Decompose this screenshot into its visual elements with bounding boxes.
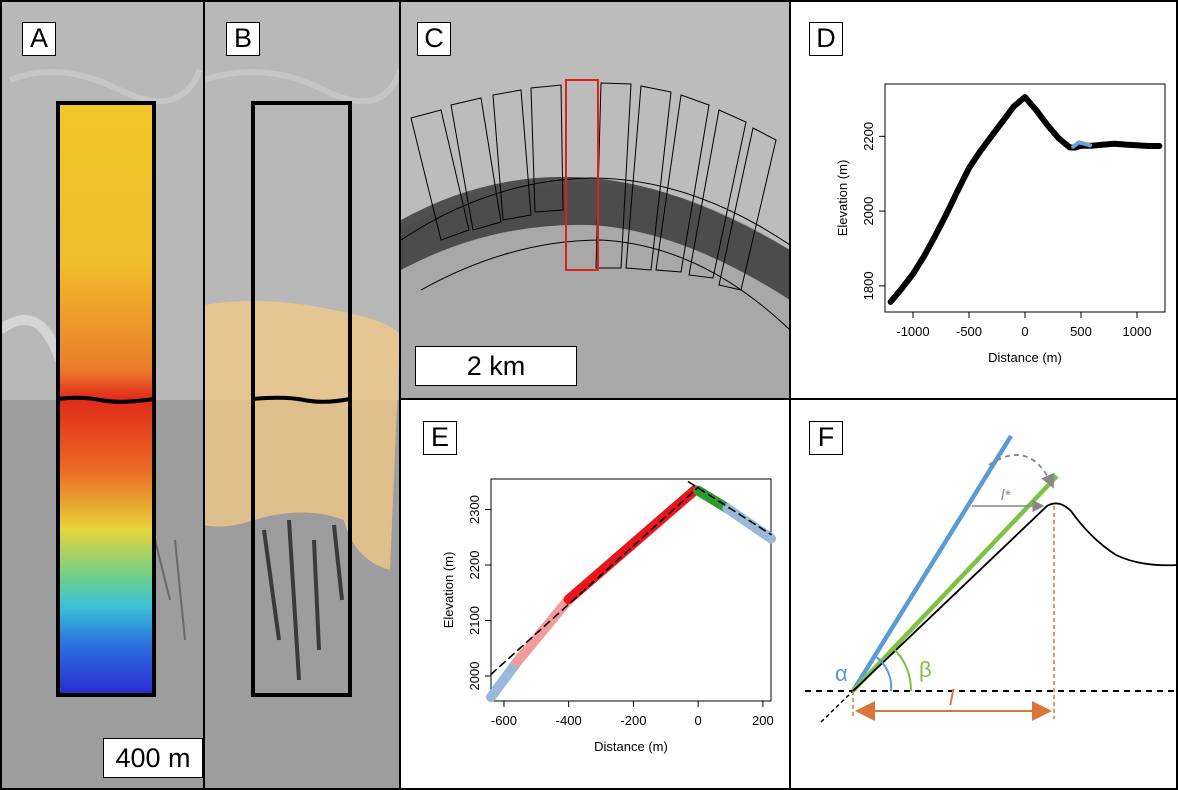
x-axis-label: Distance (m) bbox=[988, 350, 1062, 365]
y-tick-label: 2100 bbox=[467, 606, 482, 635]
l-symbol: l bbox=[949, 685, 955, 710]
x-tick-label: 0 bbox=[1021, 324, 1028, 339]
beta-line bbox=[851, 474, 1059, 693]
y-tick-label: 2300 bbox=[467, 495, 482, 524]
series-line-3 bbox=[693, 485, 733, 514]
x-tick-label: 200 bbox=[752, 713, 774, 728]
y-axis-label: Elevation (m) bbox=[835, 160, 850, 237]
y-tick-label: 2200 bbox=[467, 551, 482, 580]
l-star-symbol: l* bbox=[1001, 487, 1011, 504]
panel-a: A 400 m bbox=[0, 0, 203, 790]
x-tick-label: 500 bbox=[1070, 324, 1092, 339]
extension-dashed-line bbox=[820, 690, 854, 723]
x-tick-label: -500 bbox=[956, 324, 982, 339]
panel-c-scale-bar: 2 km bbox=[415, 346, 577, 386]
series-line-0 bbox=[887, 94, 1163, 305]
plot-area bbox=[884, 83, 1166, 313]
series-line-6 bbox=[687, 481, 772, 536]
alpha-line bbox=[851, 434, 1013, 693]
panel-a-scale-bar: 400 m bbox=[103, 738, 203, 778]
panel-b-label: B bbox=[226, 22, 260, 56]
panel-d: -1000 -500 0 500 1000 1800 2000 2200 Distance (m… bbox=[791, 0, 1178, 398]
y-tick-label: 2000 bbox=[861, 197, 876, 226]
x-tick-label: 1000 bbox=[1123, 324, 1152, 339]
y-tick-label: 2200 bbox=[861, 122, 876, 151]
chart-d: -1000 -500 0 500 1000 1800 2000 2200 Distance (m… bbox=[835, 83, 1166, 365]
x-tick-label: -400 bbox=[556, 713, 582, 728]
panel-c-image bbox=[401, 0, 790, 398]
series-line-1 bbox=[1071, 140, 1092, 149]
x-tick-label: -1000 bbox=[896, 324, 929, 339]
profile-curve bbox=[852, 502, 1178, 692]
alpha-arc bbox=[874, 655, 893, 692]
series-line-0 bbox=[486, 657, 522, 703]
panel-b-image bbox=[204, 0, 400, 790]
series-line-1 bbox=[511, 594, 574, 668]
alpha-symbol: α bbox=[835, 661, 848, 686]
panel-d-label: D bbox=[809, 22, 843, 56]
divider-ce bbox=[400, 398, 1178, 400]
x-tick-label: -200 bbox=[620, 713, 646, 728]
panel-e: -600 -400 -200 0 200 2000 2100 2200 2300 Distance… bbox=[401, 399, 790, 790]
panel-c: C 2 km bbox=[401, 0, 790, 398]
divider-cd bbox=[789, 0, 791, 790]
chart-e: -600 -400 -200 0 200 2000 2100 2200 2300 Distance… bbox=[441, 478, 776, 754]
panel-a-image bbox=[0, 0, 203, 790]
divider-bc bbox=[399, 0, 401, 790]
plot-area bbox=[490, 478, 772, 702]
panel-c-label: C bbox=[417, 22, 451, 56]
series-line-5 bbox=[490, 486, 700, 676]
beta-symbol: β bbox=[919, 657, 932, 682]
panel-b: B bbox=[204, 0, 400, 790]
series-line-4 bbox=[722, 503, 776, 544]
rotation-arc bbox=[988, 454, 1055, 489]
divider-ab bbox=[203, 0, 205, 790]
y-tick-label: 1800 bbox=[861, 271, 876, 300]
panel-f-label: F bbox=[809, 421, 843, 455]
panel-e-label: E bbox=[423, 421, 457, 455]
panel-a-label: A bbox=[22, 22, 56, 56]
x-axis-label: Distance (m) bbox=[594, 739, 668, 754]
y-tick-label: 2000 bbox=[467, 662, 482, 691]
x-tick-label: -600 bbox=[491, 713, 517, 728]
y-axis-label: Elevation (m) bbox=[441, 552, 456, 629]
panel-f: α β l l* F bbox=[791, 399, 1178, 790]
panel-f-diagram: α β l l* bbox=[805, 434, 1178, 723]
series-line-2 bbox=[563, 485, 700, 605]
beta-arc bbox=[893, 648, 913, 692]
x-tick-label: 0 bbox=[695, 713, 702, 728]
